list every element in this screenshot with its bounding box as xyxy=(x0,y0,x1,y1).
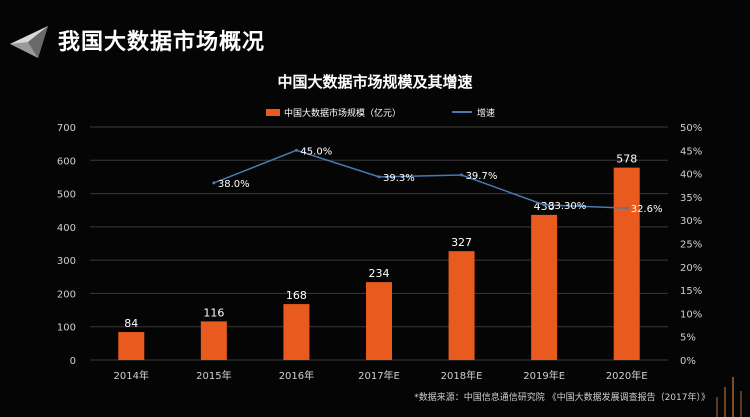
bar xyxy=(366,282,392,360)
y-left-tick-label: 600 xyxy=(57,156,76,167)
growth-value-label: 33.30% xyxy=(548,201,586,212)
y-left-tick-label: 500 xyxy=(57,190,76,201)
growth-line xyxy=(213,149,627,209)
page-title: 我国大数据市场概况 xyxy=(58,30,266,55)
y-left-tick-label: 200 xyxy=(57,289,76,300)
chart-title: 中国大数据市场规模及其增速 xyxy=(277,73,472,91)
bar xyxy=(200,321,227,360)
y-right-tick-label: 0% xyxy=(680,356,696,367)
growth-point xyxy=(625,206,629,210)
y-right-tick-label: 30% xyxy=(680,216,702,227)
growth-value-label: 38.0% xyxy=(218,179,250,190)
bar-value-label: 84 xyxy=(124,317,138,330)
growth-value-label: 32.6% xyxy=(631,204,663,215)
growth-point xyxy=(377,175,381,179)
y-right-tick-label: 20% xyxy=(680,263,702,274)
y-right-tick-label: 35% xyxy=(680,193,702,204)
bar xyxy=(118,332,145,360)
growth-point xyxy=(212,181,216,185)
legend-line-label: 增速 xyxy=(477,107,495,119)
legend-bar-label: 中国大数据市场规模（亿元） xyxy=(284,107,401,119)
bar xyxy=(448,251,475,360)
x-tick-label: 2014年 xyxy=(114,369,149,382)
growth-point xyxy=(460,173,464,177)
y-left-tick-label: 700 xyxy=(57,123,76,134)
y-right-tick-label: 40% xyxy=(680,170,702,181)
growth-value-label: 45.0% xyxy=(300,146,332,157)
x-tick-label: 2017年E xyxy=(358,369,400,382)
y-right-tick-label: 15% xyxy=(680,286,702,297)
bar-value-label: 578 xyxy=(616,153,637,166)
x-tick-label: 2015年 xyxy=(196,369,231,382)
bar-value-label: 234 xyxy=(369,267,390,280)
growth-point xyxy=(294,148,298,152)
x-tick-label: 2019年E xyxy=(523,369,565,382)
bar-value-label: 327 xyxy=(451,236,472,249)
y-right-tick-label: 10% xyxy=(680,309,702,320)
y-right-tick-label: 50% xyxy=(680,123,702,134)
bar xyxy=(531,214,558,360)
data-source-note: *数据来源：中国信息通信研究院 《中国大数据发展调查报告（2017年）》 xyxy=(414,393,710,403)
y-right-tick-label: 5% xyxy=(680,333,696,344)
bar xyxy=(613,167,640,360)
bar-value-label: 116 xyxy=(203,306,224,319)
decorative-bars xyxy=(716,377,742,417)
y-left-tick-label: 100 xyxy=(57,323,76,334)
x-tick-label: 2020年E xyxy=(606,369,648,382)
y-left-tick-label: 0 xyxy=(70,356,76,367)
legend-bar-swatch xyxy=(266,109,280,116)
y-right-tick-label: 25% xyxy=(680,240,702,251)
x-tick-label: 2018年E xyxy=(441,369,483,382)
y-right-tick-label: 45% xyxy=(680,146,702,157)
growth-value-label: 39.7% xyxy=(466,171,498,182)
growth-value-label: 39.3% xyxy=(383,173,415,184)
y-left-tick-label: 400 xyxy=(57,223,76,234)
x-tick-label: 2016年 xyxy=(279,369,314,382)
growth-point xyxy=(542,203,546,207)
logo-icon xyxy=(10,26,48,58)
y-left-tick-label: 300 xyxy=(57,256,76,267)
bar-value-label: 168 xyxy=(286,289,307,302)
bar xyxy=(283,304,310,360)
